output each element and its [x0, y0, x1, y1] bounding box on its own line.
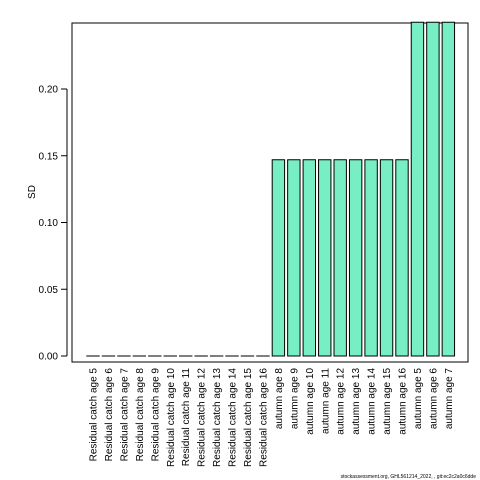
plot-frame — [71, 22, 469, 363]
bar — [333, 159, 347, 357]
x-category-label: autumn age 7 — [444, 368, 455, 430]
bar — [287, 159, 301, 357]
bars — [86, 21, 456, 357]
y-tick-label: 0.15 — [39, 151, 59, 162]
x-category-label: autumn age 11 — [320, 368, 331, 434]
x-category-label: Residual catch age 11 — [181, 368, 192, 467]
x-category-label: Residual catch age 13 — [212, 368, 223, 467]
x-category-label: autumn age 8 — [274, 368, 285, 430]
y-axis-ticks: 0.00 0.05 0.10 0.15 0.20 — [39, 85, 67, 363]
bar — [318, 159, 332, 357]
x-category-label: autumn age 14 — [367, 368, 378, 435]
x-category-label: Residual catch age 5 — [89, 368, 100, 462]
x-category-label: Residual catch age 15 — [243, 368, 254, 467]
y-axis-title: SD — [27, 185, 38, 199]
x-category-label: Residual catch age 14 — [228, 368, 239, 467]
y-tick-label: 0.05 — [39, 285, 59, 296]
y-tick-label: 0.00 — [39, 352, 59, 363]
x-category-label: Residual catch age 7 — [119, 368, 130, 462]
bar — [395, 159, 409, 357]
x-category-label: autumn age 10 — [305, 368, 316, 435]
x-category-label: autumn age 9 — [289, 368, 300, 430]
x-category-label: Residual catch age 9 — [150, 368, 161, 462]
bar — [364, 159, 378, 357]
bar — [426, 21, 440, 357]
bar — [302, 159, 317, 357]
bar — [271, 159, 286, 357]
source-footnote: stockassessment.org, GHL561214_2022, , g… — [341, 474, 477, 480]
x-category-label: Residual catch age 16 — [258, 368, 269, 467]
x-category-label: autumn age 13 — [351, 368, 362, 435]
x-category-label: Residual catch age 6 — [104, 368, 115, 462]
x-category-label: autumn age 15 — [382, 368, 393, 435]
x-category-label: autumn age 5 — [413, 368, 424, 430]
x-axis-labels: Residual catch age 5 Residual catch age 6… — [89, 368, 455, 467]
y-tick-label: 0.20 — [39, 85, 59, 96]
x-category-label: Residual catch age 8 — [135, 368, 146, 462]
bar — [441, 21, 456, 357]
y-tick-label: 0.10 — [39, 218, 59, 229]
bar — [410, 21, 425, 357]
x-category-label: autumn age 12 — [336, 368, 347, 435]
bar — [348, 159, 363, 357]
x-category-label: Residual catch age 10 — [166, 368, 177, 467]
x-category-label: Residual catch age 12 — [197, 368, 208, 467]
x-category-label: autumn age 16 — [398, 368, 409, 435]
x-category-label: autumn age 6 — [428, 368, 439, 430]
bar — [379, 159, 394, 357]
